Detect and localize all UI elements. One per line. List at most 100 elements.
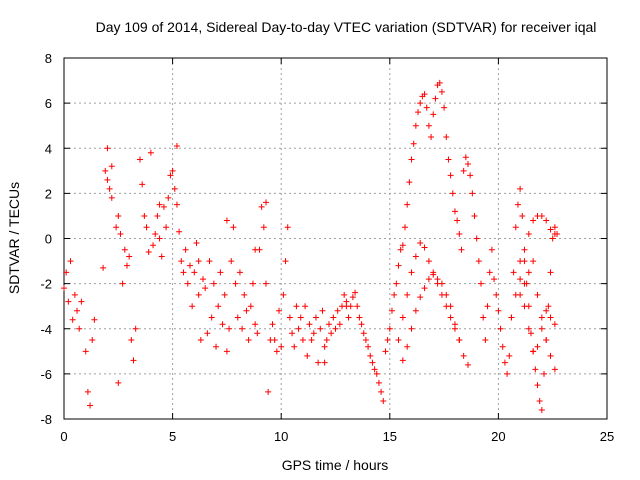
x-tick-label: 5: [169, 429, 176, 444]
data-point: [195, 291, 202, 298]
data-point: [362, 337, 369, 344]
data-point: [265, 388, 272, 395]
data-point: [543, 217, 550, 224]
data-point: [65, 298, 72, 305]
x-tick-label: 15: [383, 429, 397, 444]
data-point: [482, 337, 489, 344]
data-point: [464, 161, 471, 168]
data-point: [425, 258, 432, 265]
data-point: [321, 343, 328, 350]
data-point: [417, 294, 424, 301]
data-point: [402, 224, 409, 231]
x-axis-label: GPS time / hours: [282, 457, 389, 473]
data-point: [456, 337, 463, 344]
data-point: [169, 167, 176, 174]
data-point: [408, 269, 415, 276]
data-point: [395, 337, 402, 344]
data-point: [193, 240, 200, 247]
y-tick-label: 0: [45, 232, 52, 247]
data-point: [108, 194, 115, 201]
data-point: [273, 348, 280, 355]
data-point: [510, 269, 517, 276]
data-point: [76, 325, 83, 332]
data-point: [441, 104, 448, 111]
data-point: [217, 269, 224, 276]
data-point: [382, 348, 389, 355]
data-point: [504, 370, 511, 377]
data-point: [423, 104, 430, 111]
data-point: [297, 314, 304, 321]
data-point: [488, 246, 495, 253]
data-point: [82, 348, 89, 355]
data-point: [232, 280, 239, 287]
data-point: [197, 337, 204, 344]
data-point: [404, 201, 411, 208]
data-point: [464, 361, 471, 368]
data-point: [319, 307, 326, 314]
data-point: [180, 269, 187, 276]
data-point: [236, 269, 243, 276]
y-tick-label: 2: [45, 186, 52, 201]
data-point: [163, 224, 170, 231]
data-point: [462, 154, 469, 161]
data-point: [156, 201, 163, 208]
data-point: [525, 325, 532, 332]
data-point: [306, 321, 313, 328]
data-point: [391, 291, 398, 298]
data-point: [343, 303, 350, 310]
data-point: [87, 402, 94, 409]
data-point: [360, 330, 367, 337]
data-point: [534, 343, 541, 350]
data-point: [443, 133, 450, 140]
data-point: [210, 280, 217, 287]
data-point: [165, 194, 172, 201]
data-point: [349, 294, 356, 301]
data-point: [208, 314, 215, 321]
data-point: [512, 291, 519, 298]
data-point: [113, 224, 120, 231]
data-point: [541, 370, 548, 377]
data-point: [202, 285, 209, 292]
data-point: [547, 352, 554, 359]
data-point: [454, 217, 461, 224]
data-point: [397, 246, 404, 253]
data-point: [345, 314, 352, 321]
data-point: [213, 343, 220, 350]
data-point: [204, 330, 211, 337]
data-point: [417, 240, 424, 247]
data-point: [228, 258, 235, 265]
data-point: [173, 201, 180, 208]
data-point: [286, 314, 293, 321]
data-point: [408, 325, 415, 332]
data-point: [226, 325, 233, 332]
data-point: [317, 325, 324, 332]
data-point: [371, 366, 378, 373]
data-point: [519, 212, 526, 219]
data-point: [521, 246, 528, 253]
data-point: [325, 321, 332, 328]
data-point: [139, 181, 146, 188]
data-point: [543, 307, 550, 314]
data-point: [497, 325, 504, 332]
data-point: [143, 224, 150, 231]
data-point: [367, 352, 374, 359]
data-point: [147, 149, 154, 156]
data-point: [551, 230, 558, 237]
data-point: [538, 212, 545, 219]
data-point: [245, 337, 252, 344]
data-point: [404, 291, 411, 298]
x-tick-label: 25: [600, 429, 614, 444]
data-point: [158, 253, 165, 260]
data-point: [480, 314, 487, 321]
data-point: [386, 325, 393, 332]
data-point: [404, 343, 411, 350]
y-axis-label: SDTVAR / TECUs: [6, 182, 22, 294]
data-point: [280, 291, 287, 298]
data-point: [534, 382, 541, 389]
data-point: [315, 359, 322, 366]
data-point: [467, 172, 474, 179]
data-point: [538, 325, 545, 332]
data-point: [551, 321, 558, 328]
data-point: [295, 325, 302, 332]
data-point: [321, 359, 328, 366]
